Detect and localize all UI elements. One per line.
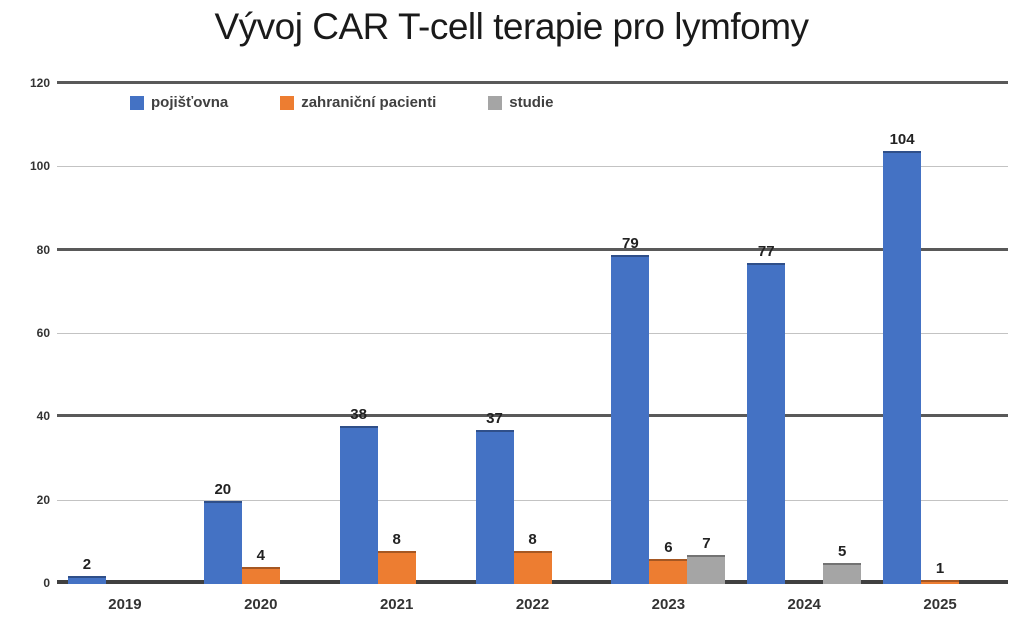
gridline-20 <box>57 499 1008 501</box>
gridline-100 <box>57 166 1008 168</box>
bar-value-label: 77 <box>757 243 775 261</box>
bar-value-label: 7 <box>702 534 711 552</box>
legend-item-zahraniční-pacienti: zahraniční pacienti <box>280 94 436 111</box>
bar-value-label: 8 <box>392 530 401 548</box>
bar-pojišťovna-2020 <box>203 500 242 584</box>
bar-group-2020: 20 4 <box>193 84 329 584</box>
bar-value-label: 104 <box>889 130 915 148</box>
bar-slot: 5 <box>823 543 862 584</box>
x-tick-label-2025: 2025 <box>923 596 957 613</box>
x-tick-label-2023: 2023 <box>651 596 686 613</box>
bar-slot: 38 <box>339 405 378 584</box>
bar-pojišťovna-2019 <box>67 575 106 584</box>
y-tick-label-80: 80 <box>36 242 50 257</box>
bar-value-label: 20 <box>214 480 232 498</box>
bar-group-2025: 104 1 <box>872 84 1008 584</box>
plot-area: 2 20 4 38 8 37 8 79 6 7 77 5 104 1 <box>57 81 1008 584</box>
x-axis-labels: 2019 2020 2021 2022 2023 2024 2025 <box>57 596 1008 613</box>
legend-swatch-icon <box>130 95 144 110</box>
bar-slot: 4 <box>241 547 280 584</box>
bar-zahraniční-pacienti-2020 <box>241 567 280 584</box>
bar-pojišťovna-2023 <box>611 254 650 584</box>
bar-slot: 7 <box>687 534 726 584</box>
gridline-40 <box>57 414 1008 418</box>
bar-pojišťovna-2025 <box>883 150 922 584</box>
y-tick-label-20: 20 <box>36 492 50 507</box>
bar-zahraniční-pacienti-2021 <box>377 550 416 584</box>
bar-value-label: 5 <box>838 543 847 561</box>
bar-group-2022: 37 8 <box>465 84 601 584</box>
bar-slot: 20 <box>203 480 242 584</box>
gridline-120 <box>57 81 1008 84</box>
bar-slot: 79 <box>611 234 650 584</box>
legend-item-pojišťovna: pojišťovna <box>130 94 228 111</box>
bar-group-2019: 2 <box>57 84 193 584</box>
chart-title: Vývoj CAR T-cell terapie pro lymfomy <box>214 6 809 47</box>
x-tick-label-2020: 2020 <box>244 596 278 613</box>
bar-value-label: 8 <box>528 530 537 548</box>
bar-zahraniční-pacienti-2022 <box>513 550 552 584</box>
bar-zahraniční-pacienti-2023 <box>649 559 688 584</box>
bar-value-label: 4 <box>256 547 265 565</box>
bar-value-label: 1 <box>935 559 945 577</box>
bar-slot: 77 <box>747 243 786 584</box>
chart-legend: pojišťovna zahraniční pacienti studie <box>130 94 553 111</box>
y-tick-label-60: 60 <box>36 326 50 340</box>
bar-pojišťovna-2024 <box>747 263 786 584</box>
legend-item-studie: studie <box>488 94 553 111</box>
bar-slot: 2 <box>67 555 106 584</box>
x-tick-label-2021: 2021 <box>379 596 414 613</box>
gridline-80 <box>57 247 1008 251</box>
bar-slot: 104 <box>883 130 922 584</box>
bar-slot: 1 <box>921 559 960 584</box>
y-tick-label-40: 40 <box>36 409 50 424</box>
legend-swatch-icon <box>488 95 503 110</box>
bar-value-label: 79 <box>622 234 639 252</box>
bar-group-2024: 77 5 <box>736 84 872 584</box>
y-tick-label-0: 0 <box>43 576 50 590</box>
legend-swatch-icon <box>280 95 295 110</box>
bar-slot: 8 <box>377 530 416 584</box>
bar-value-label: 2 <box>82 555 92 573</box>
x-tick-label-2022: 2022 <box>515 596 550 613</box>
bar-slot: 8 <box>513 530 552 584</box>
legend-label: pojišťovna <box>151 94 229 111</box>
bar-value-label: 37 <box>486 409 503 427</box>
bar-pojišťovna-2022 <box>475 429 514 584</box>
x-tick-label-2019: 2019 <box>108 596 142 613</box>
bar-studie-2023 <box>687 554 726 584</box>
bar-group-2023: 79 6 7 <box>600 84 736 584</box>
bar-slot: 6 <box>649 539 688 584</box>
bar-studie-2024 <box>823 563 862 584</box>
bar-zahraniční-pacienti-2025 <box>921 579 960 584</box>
bar-value-label: 6 <box>664 539 673 556</box>
gridline-60 <box>57 333 1008 334</box>
bar-group-2021: 38 8 <box>329 84 465 584</box>
y-tick-label-100: 100 <box>29 159 50 174</box>
bar-slot: 37 <box>475 409 514 584</box>
bar-pojišťovna-2021 <box>339 425 378 584</box>
bar-value-label: 38 <box>350 405 367 423</box>
bar-groups: 2 20 4 38 8 37 8 79 6 7 77 5 104 1 <box>57 84 1008 584</box>
legend-label: studie <box>509 94 554 111</box>
legend-label: zahraniční pacienti <box>301 94 437 111</box>
y-tick-label-120: 120 <box>29 76 50 90</box>
x-tick-label-2024: 2024 <box>787 596 821 613</box>
